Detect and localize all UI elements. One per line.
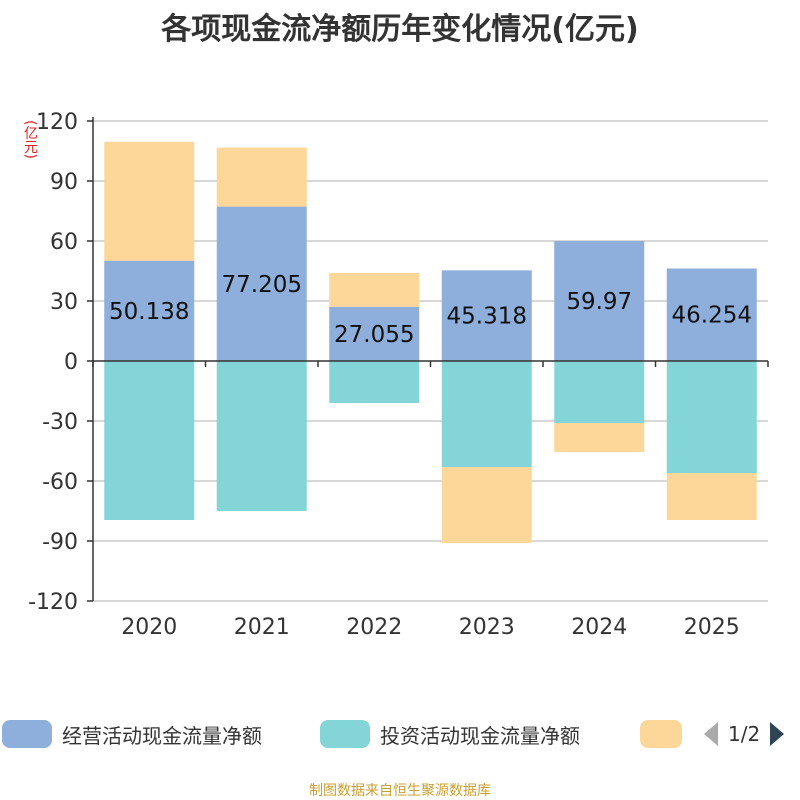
cash-flow-chart: 120 90 60 30 0 -30 -60 -90 -120 50.138 2020 77.205 2… <box>28 110 769 640</box>
data-label: 77.205 <box>222 272 302 298</box>
legend-pager: 1/2 <box>702 716 786 752</box>
bar-operating <box>216 206 307 361</box>
bar-investing <box>104 361 195 520</box>
bar-financing <box>554 423 645 452</box>
bar-investing <box>216 361 307 511</box>
bar-operating <box>329 306 420 361</box>
y-tick-label: -90 <box>42 530 78 555</box>
bar-investing <box>441 361 532 467</box>
bar-financing <box>666 473 757 520</box>
legend-label-investing: 投资活动现金流量净额 <box>380 723 580 748</box>
chart-title: 各项现金流净额历年变化情况(亿元) <box>161 12 639 47</box>
legend-swatch-investing <box>320 720 370 748</box>
legend-label-operating: 经营活动现金流量净额 <box>62 723 262 748</box>
x-tick-label: 2022 <box>346 615 402 640</box>
y-tick-label: 30 <box>50 290 78 315</box>
data-label: 27.055 <box>334 322 414 348</box>
x-tick-label: 2020 <box>121 615 177 640</box>
bar-operating <box>554 241 645 361</box>
legend-swatch-operating <box>2 720 52 748</box>
y-tick-label: 0 <box>64 350 78 375</box>
data-label: 50.138 <box>109 299 189 325</box>
y-tick-label: -30 <box>42 410 78 435</box>
x-tick-label: 2023 <box>459 615 515 640</box>
previous-page-icon[interactable] <box>702 721 720 747</box>
bar-investing <box>329 361 420 403</box>
bar-operating <box>104 260 195 361</box>
x-tick-label: 2025 <box>684 615 740 640</box>
legend: 经营活动现金流量净额 投资活动现金流量净额 <box>0 716 800 756</box>
bar-operating <box>666 268 757 361</box>
bar-investing <box>666 361 757 473</box>
y-axis-unit-label: (亿元) <box>22 120 38 159</box>
bar-operating <box>441 270 532 361</box>
y-tick-label: 90 <box>50 170 78 195</box>
bar-financing <box>441 467 532 543</box>
legend-item-investing[interactable]: 投资活动现金流量净额 <box>320 716 580 752</box>
data-label: 46.254 <box>672 303 752 329</box>
legend-page-indicator: 1/2 <box>728 722 761 746</box>
bar-financing <box>104 141 195 261</box>
y-tick-label: 120 <box>36 110 78 135</box>
bar-financing <box>329 272 420 307</box>
bar-investing <box>554 361 645 423</box>
legend-item-operating[interactable]: 经营活动现金流量净额 <box>2 716 262 752</box>
legend-swatch-financing <box>640 720 682 748</box>
y-tick-label: -60 <box>42 470 78 495</box>
next-page-icon[interactable] <box>768 721 786 747</box>
data-label: 59.97 <box>566 289 632 315</box>
legend-item-financing[interactable] <box>640 716 682 752</box>
x-tick-label: 2021 <box>234 615 290 640</box>
y-tick-label: -120 <box>28 590 78 615</box>
data-source-note: 制图数据来自恒生聚源数据库 <box>309 783 491 799</box>
bar-financing <box>216 147 307 207</box>
data-label: 45.318 <box>447 304 527 330</box>
x-tick-label: 2024 <box>571 615 627 640</box>
y-tick-label: 60 <box>50 230 78 255</box>
